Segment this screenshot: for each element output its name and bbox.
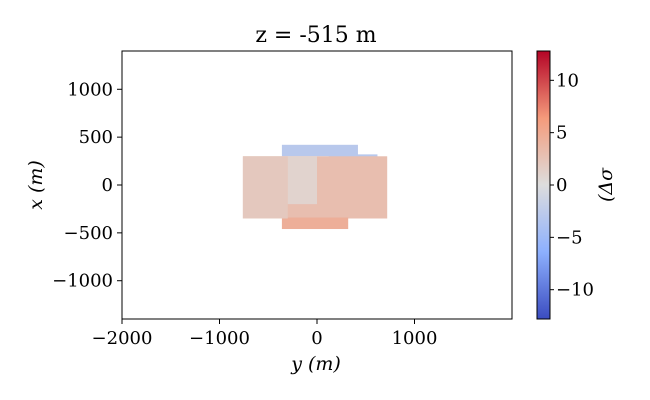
y-axis-ticks: 1000 500 0 −500 −1000 <box>52 79 122 292</box>
plot-frame <box>121 50 513 320</box>
heatmap-cell-4 <box>242 156 288 219</box>
y-axis-label: x (m) <box>25 160 47 210</box>
x-axis-ticks: −2000 −1000 0 1000 <box>92 319 438 349</box>
colorbar-tick-label: −10 <box>556 280 594 301</box>
y-tick-label: 1000 <box>67 79 113 100</box>
colorbar-tick-label: 10 <box>556 70 579 91</box>
colorbar-label: (Δσ <box>595 167 617 202</box>
x-tick-label: 0 <box>311 328 322 349</box>
heatmap-cell-5 <box>287 156 317 205</box>
colorbar-tick-label: 0 <box>556 175 567 196</box>
y-tick-label: −500 <box>64 223 113 244</box>
x-tick-label: −1000 <box>189 328 250 349</box>
colorbar-tick-label: 5 <box>556 123 567 144</box>
plot-area <box>242 144 388 230</box>
y-tick-label: −1000 <box>52 271 113 292</box>
colorbar <box>536 50 551 320</box>
colorbar-tick-label: −5 <box>556 227 583 248</box>
chart-title: z = -515 m <box>255 23 376 48</box>
x-axis-label: y (m) <box>290 353 341 375</box>
colorbar-ticks: 10 5 0 −5 −10 <box>550 70 594 301</box>
x-tick-label: −2000 <box>92 328 153 349</box>
heatmap-cell-3 <box>281 217 349 230</box>
x-tick-label: 1000 <box>392 328 438 349</box>
y-tick-label: 0 <box>102 175 113 196</box>
y-tick-label: 500 <box>79 127 113 148</box>
heatmap-cell-0 <box>281 144 358 157</box>
